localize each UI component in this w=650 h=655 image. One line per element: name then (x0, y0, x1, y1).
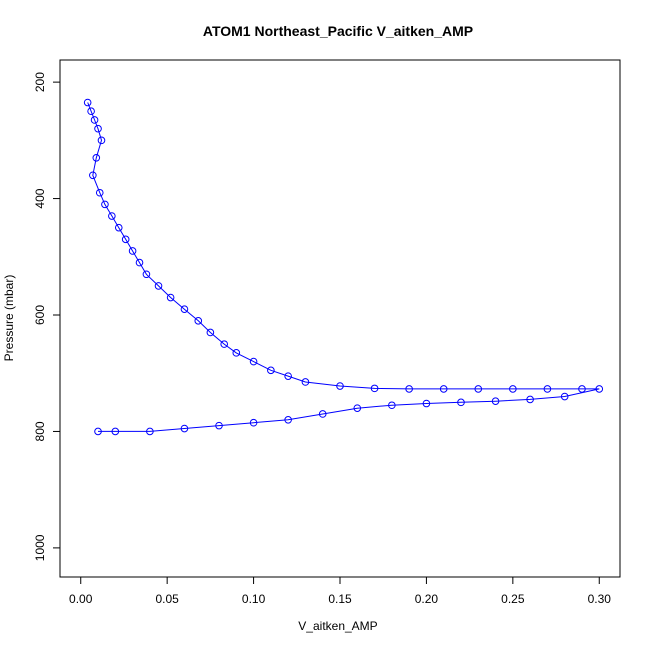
data-point (121, 235, 130, 244)
y-tick-label: 400 (33, 188, 47, 208)
data-point (284, 372, 292, 380)
data-point (135, 258, 144, 267)
x-axis-label: V_aitken_AMP (298, 619, 377, 633)
y-tick-label: 200 (33, 72, 47, 92)
data-point (180, 305, 189, 313)
data-point (370, 384, 379, 393)
data-point (92, 154, 101, 162)
data-point (97, 136, 106, 145)
data-point (543, 385, 552, 393)
x-tick-label: 0.20 (415, 592, 439, 606)
data-point (114, 223, 123, 232)
data-point (206, 328, 215, 337)
data-point (166, 293, 175, 302)
y-tick-label: 600 (33, 305, 47, 325)
data-point (89, 171, 97, 180)
data-point (318, 410, 327, 418)
data-point (142, 270, 151, 279)
data-point (94, 427, 102, 436)
data-point (111, 427, 120, 436)
plot-frame (59, 59, 621, 578)
data-point (90, 116, 99, 124)
series-layer (83, 98, 604, 436)
data-point (232, 349, 241, 357)
y-axis-label: Pressure (mbar) (2, 275, 16, 362)
data-point (154, 282, 163, 290)
data-point (215, 421, 223, 430)
x-tick-label: 0.15 (328, 592, 352, 606)
data-point (491, 397, 500, 405)
data-point (301, 378, 310, 386)
data-point (267, 366, 275, 375)
data-point (146, 427, 154, 436)
data-point (336, 382, 344, 390)
data-point (87, 107, 95, 116)
y-axis: 200 400 600 800 1000 (33, 72, 61, 561)
x-tick-label: 0.10 (242, 592, 266, 606)
data-point (457, 398, 465, 407)
data-point (388, 401, 396, 410)
series-line (87, 102, 600, 432)
series-group (83, 98, 604, 436)
data-point (94, 124, 102, 133)
data-point (220, 340, 228, 348)
data-point (526, 395, 534, 404)
data-point (422, 399, 431, 408)
data-point (509, 385, 517, 393)
y-tick-label: 1000 (33, 534, 47, 561)
data-point (83, 98, 92, 107)
x-tick-label: 0.30 (588, 592, 612, 606)
data-point (194, 317, 203, 325)
data-point (353, 404, 362, 412)
data-point (578, 385, 586, 393)
data-point (108, 212, 116, 220)
data-point (560, 392, 569, 401)
data-point (249, 357, 258, 366)
y-tick-label: 800 (33, 421, 47, 441)
data-point (249, 418, 258, 427)
x-axis: 0.00 0.05 0.10 0.15 0.20 0.25 0.30 (69, 576, 612, 606)
data-point (101, 200, 109, 209)
data-point (284, 416, 292, 424)
x-tick-label: 0.05 (155, 592, 179, 606)
data-point (405, 385, 413, 393)
x-tick-label: 0.25 (501, 592, 525, 606)
chart-title: ATOM1 Northeast_Pacific V_aitken_AMP (203, 23, 473, 39)
data-point (180, 424, 189, 433)
data-point (595, 385, 604, 393)
data-point (128, 247, 137, 255)
data-point (474, 385, 483, 393)
data-point (439, 385, 448, 393)
data-point (95, 188, 104, 197)
x-tick-label: 0.00 (69, 592, 93, 606)
